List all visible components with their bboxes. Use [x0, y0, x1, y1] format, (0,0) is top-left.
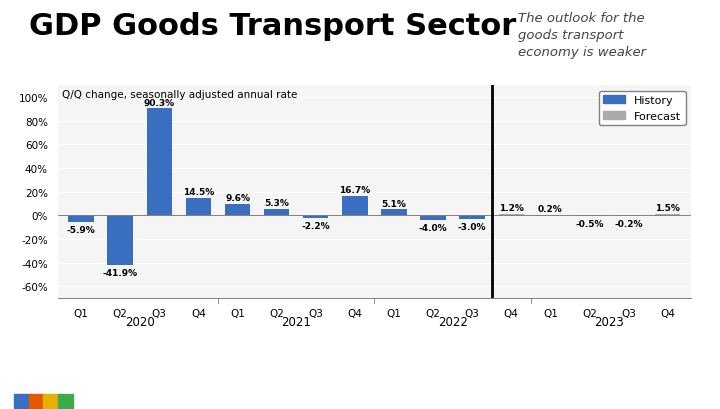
Text: -4.0%: -4.0% — [419, 224, 447, 233]
Text: The outlook for the
goods transport
economy is weaker: The outlook for the goods transport econ… — [518, 12, 647, 59]
Text: 16.7%: 16.7% — [339, 185, 371, 194]
Text: 9.6%: 9.6% — [225, 194, 250, 203]
Bar — [147, 109, 172, 216]
Text: GDP Goods Transport Sector: GDP Goods Transport Sector — [29, 12, 516, 41]
Text: -3.0%: -3.0% — [458, 222, 487, 231]
Text: -0.5%: -0.5% — [575, 219, 604, 228]
Text: Transportation
Intelligence®: Transportation Intelligence® — [83, 356, 148, 376]
Bar — [459, 216, 485, 219]
Bar — [43, 394, 59, 407]
Text: FTR: FTR — [14, 354, 56, 373]
Text: -0.2%: -0.2% — [614, 219, 643, 228]
Text: Source: Bureau of Economic Analysis
Forecast by Witte Econometrics, FTR Transpor: Source: Bureau of Economic Analysis Fore… — [202, 352, 558, 375]
Text: 90.3%: 90.3% — [144, 99, 175, 108]
Text: 5.3%: 5.3% — [264, 199, 289, 208]
Text: Q/Q change, seasonally adjusted annual rate: Q/Q change, seasonally adjusted annual r… — [61, 90, 297, 99]
Text: -2.2%: -2.2% — [302, 221, 330, 230]
Text: -41.9%: -41.9% — [103, 268, 138, 277]
Legend: History, Forecast: History, Forecast — [598, 92, 685, 126]
Text: 2021: 2021 — [282, 315, 311, 328]
Text: 5.1%: 5.1% — [382, 199, 406, 208]
Text: 2023: 2023 — [594, 315, 624, 328]
Text: 2020: 2020 — [125, 315, 155, 328]
Bar — [29, 394, 45, 407]
Bar — [382, 210, 407, 216]
Bar — [264, 209, 289, 216]
Bar — [58, 394, 73, 407]
Bar — [14, 394, 30, 407]
Bar — [225, 204, 251, 216]
Text: 14.5%: 14.5% — [183, 188, 214, 197]
Bar — [186, 199, 211, 216]
Text: 0.2%: 0.2% — [538, 205, 563, 214]
Bar — [655, 214, 680, 216]
Text: -5.9%: -5.9% — [67, 226, 96, 235]
Text: 16: 16 — [680, 362, 698, 375]
Text: 2022: 2022 — [438, 315, 467, 328]
Bar — [498, 214, 524, 216]
Bar — [420, 216, 446, 220]
Text: 1.2%: 1.2% — [499, 204, 523, 213]
Bar — [68, 216, 94, 223]
Text: 1.5%: 1.5% — [655, 203, 680, 212]
Bar — [342, 196, 367, 216]
Bar — [303, 216, 328, 218]
Bar — [107, 216, 133, 265]
